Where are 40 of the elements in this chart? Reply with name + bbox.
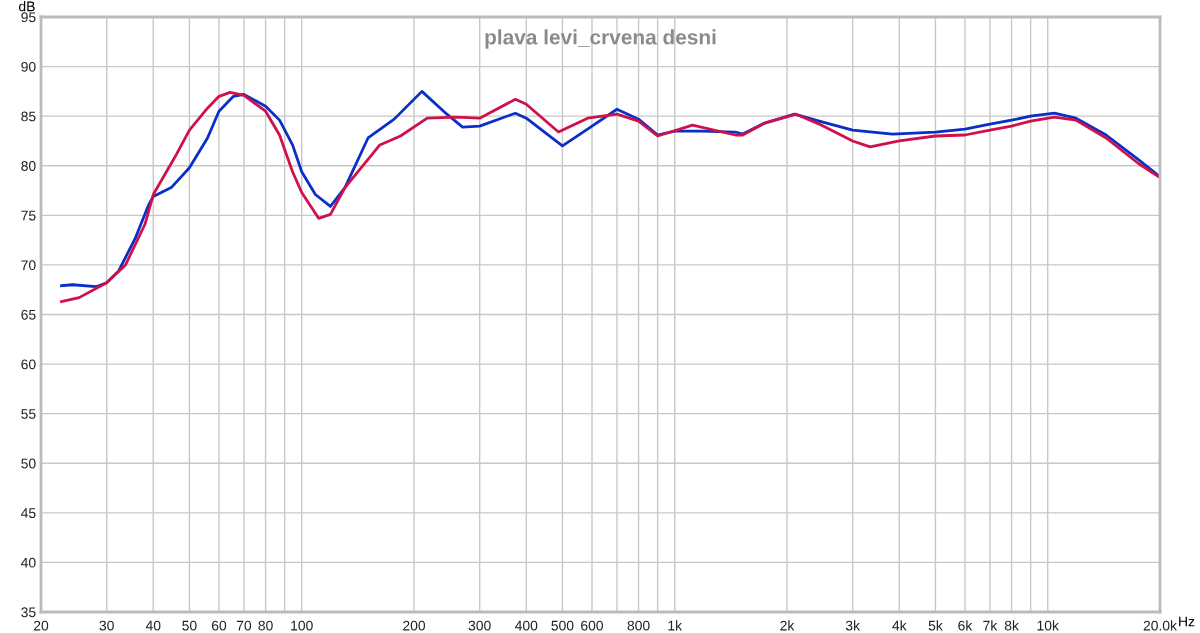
x-tick-label: 50 (182, 620, 197, 631)
y-tick-label: 70 (21, 260, 36, 271)
x-tick-label: 800 (627, 620, 650, 631)
x-tick-label: 4k (892, 620, 907, 631)
text: plava levi_crvena desni (485, 29, 716, 49)
y-tick-label: 65 (21, 309, 36, 320)
y-tick-label: 50 (21, 458, 36, 469)
x-tick-label: 70 (236, 620, 252, 631)
x-tick-label: 2k (780, 620, 795, 631)
y-tick-label: 55 (21, 409, 36, 419)
x-tick-label: 8k (1004, 620, 1019, 631)
x-tick-label: 5k (928, 620, 943, 631)
x-tick-label: 1k (668, 620, 683, 631)
x-tick-label: 30 (99, 620, 114, 631)
y-tick-label: 80 (21, 161, 36, 171)
x-tick-label: 7k (983, 620, 998, 631)
y-tick-label: 35 (21, 607, 36, 618)
x-tick-label: 60 (211, 620, 227, 631)
x-tick-label: 20.0k (1143, 620, 1178, 631)
y-axis-title: dB (19, 1, 35, 12)
x-tick-label: 600 (581, 620, 604, 631)
x-tick-label: 300 (468, 620, 491, 631)
x-tick-label: 500 (551, 620, 574, 631)
y-tick-label: 45 (21, 508, 36, 518)
y-tick-label: 85 (21, 111, 36, 122)
x-axis-title: Hz (1179, 616, 1195, 627)
y-tick-label: 90 (21, 61, 36, 72)
x-tick-label: 100 (291, 620, 313, 631)
x-tick-label: 80 (258, 620, 273, 631)
y-tick-label: 60 (21, 359, 36, 370)
y-tick-label: 40 (21, 557, 36, 568)
x-tick-label: 6k (958, 620, 973, 631)
x-tick-label: 40 (145, 620, 161, 631)
x-tick-label: 3k (845, 620, 861, 631)
x-tick-label: 20 (33, 620, 49, 631)
x-tick-label: 400 (515, 620, 538, 631)
y-tick-label: 75 (21, 210, 36, 221)
x-tick-label: 10k (1037, 620, 1059, 631)
y-tick-label: 95 (21, 12, 36, 23)
x-tick-label: 200 (403, 620, 426, 631)
